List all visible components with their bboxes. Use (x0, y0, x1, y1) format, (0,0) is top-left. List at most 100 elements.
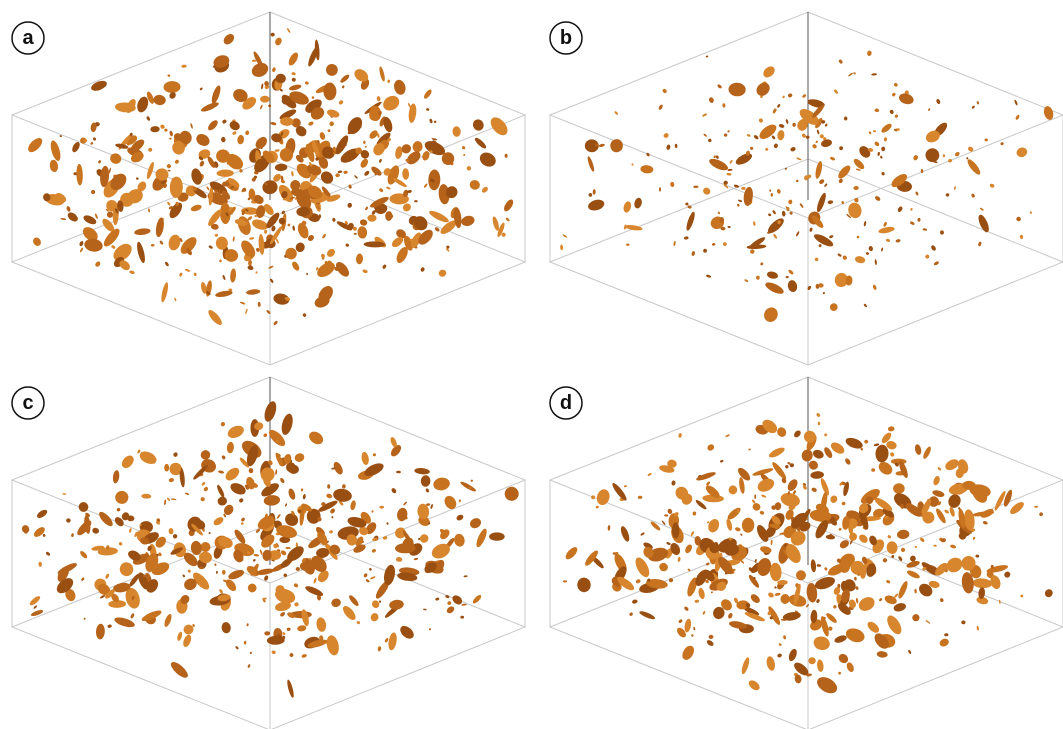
structure-blob (375, 580, 390, 599)
structure-blob (469, 180, 480, 190)
structure-blob (316, 205, 321, 209)
structure-blob (425, 488, 429, 493)
structure-blob (137, 449, 141, 454)
structure-blob (748, 680, 760, 691)
structure-blob (874, 108, 880, 113)
structure-blob (137, 181, 147, 192)
structure-blob (900, 547, 906, 552)
structure-blob (429, 118, 433, 124)
structure-blob (706, 274, 712, 278)
structure-blob (146, 91, 154, 104)
structure-blob (329, 121, 334, 127)
structure-blob (360, 150, 370, 159)
structure-blob (134, 228, 151, 236)
structure-blob (24, 530, 28, 534)
structure-blob (626, 243, 630, 246)
structure-blob (287, 223, 291, 227)
structure-blob (1020, 594, 1024, 598)
structure-blob (878, 462, 893, 475)
structure-blob (592, 556, 604, 569)
structure-blob (677, 627, 686, 638)
structure-blob (276, 440, 279, 443)
structure-blob (139, 524, 142, 527)
structure-blob (858, 503, 869, 514)
panel-label: d (560, 392, 572, 414)
structure-blob (813, 234, 834, 247)
structure-blob (258, 239, 264, 243)
structure-blob (846, 213, 852, 219)
structure-blob (1003, 489, 1013, 507)
structure-blob (237, 218, 246, 227)
structure-blob (269, 429, 286, 447)
structure-blob (770, 539, 773, 546)
structure-blob (463, 575, 468, 578)
structure-blob (91, 189, 96, 195)
structure-blob (221, 455, 226, 460)
structure-blob (147, 545, 152, 551)
structure-blob (387, 79, 391, 84)
structure-blob (253, 553, 260, 557)
structure-blob (235, 646, 239, 650)
structure-blob (316, 202, 320, 205)
structure-blob (812, 449, 824, 459)
structure-blob (933, 261, 939, 266)
structure-blob (829, 235, 834, 239)
structure-blob (207, 156, 216, 168)
structure-blob (285, 247, 297, 260)
structure-blob (136, 177, 139, 180)
structure-blob (287, 28, 291, 33)
structure-blob (246, 445, 259, 467)
structure-blob (208, 209, 222, 226)
structure-blob (883, 221, 887, 227)
structure-blob (287, 546, 304, 562)
structure-blob (371, 548, 376, 553)
structure-blob (452, 126, 461, 137)
structure-blob (115, 490, 129, 504)
structure-blob (395, 556, 403, 562)
structure-blob (821, 120, 826, 124)
structure-blob (419, 534, 429, 543)
structure-blob (719, 459, 724, 463)
structure-blob (275, 37, 282, 46)
structure-blob (809, 227, 813, 232)
structure-blob (219, 259, 222, 263)
structure-blob (214, 233, 219, 237)
structure-blob (787, 479, 798, 491)
structure-blob (297, 222, 309, 239)
panel-label: a (22, 27, 34, 49)
structure-blob (757, 558, 772, 576)
structure-blob (264, 631, 271, 636)
box-bottom (548, 158, 1063, 366)
structure-blob (234, 529, 246, 544)
structure-blob (834, 89, 838, 94)
structure-blob (842, 516, 850, 530)
structure-blob (264, 84, 270, 90)
structure-blob (190, 123, 193, 129)
structure-blob (684, 618, 692, 633)
structure-blob (62, 493, 67, 495)
structure-blob (624, 225, 643, 231)
structure-blob (889, 109, 894, 114)
structure-blob (326, 635, 339, 656)
structure-blob (214, 189, 219, 193)
structure-blob (754, 494, 757, 499)
structure-blob (33, 605, 37, 609)
structure-blob (983, 521, 988, 525)
structure-blob (562, 234, 568, 238)
structure-blob (940, 538, 946, 543)
structure-blob (306, 273, 309, 275)
structure-blob (806, 604, 809, 608)
structure-blob (722, 242, 727, 247)
structure-blob (276, 513, 281, 519)
structure-blob (607, 525, 611, 531)
structure-blob (687, 205, 692, 209)
structure-blob (945, 459, 959, 471)
structure-blob (405, 158, 410, 162)
structure-blob (830, 442, 845, 454)
structure-blob (371, 210, 376, 215)
structure-blob (946, 557, 963, 573)
structure-blob (306, 508, 321, 524)
structure-blob (100, 165, 110, 188)
structure-blob (266, 310, 271, 314)
